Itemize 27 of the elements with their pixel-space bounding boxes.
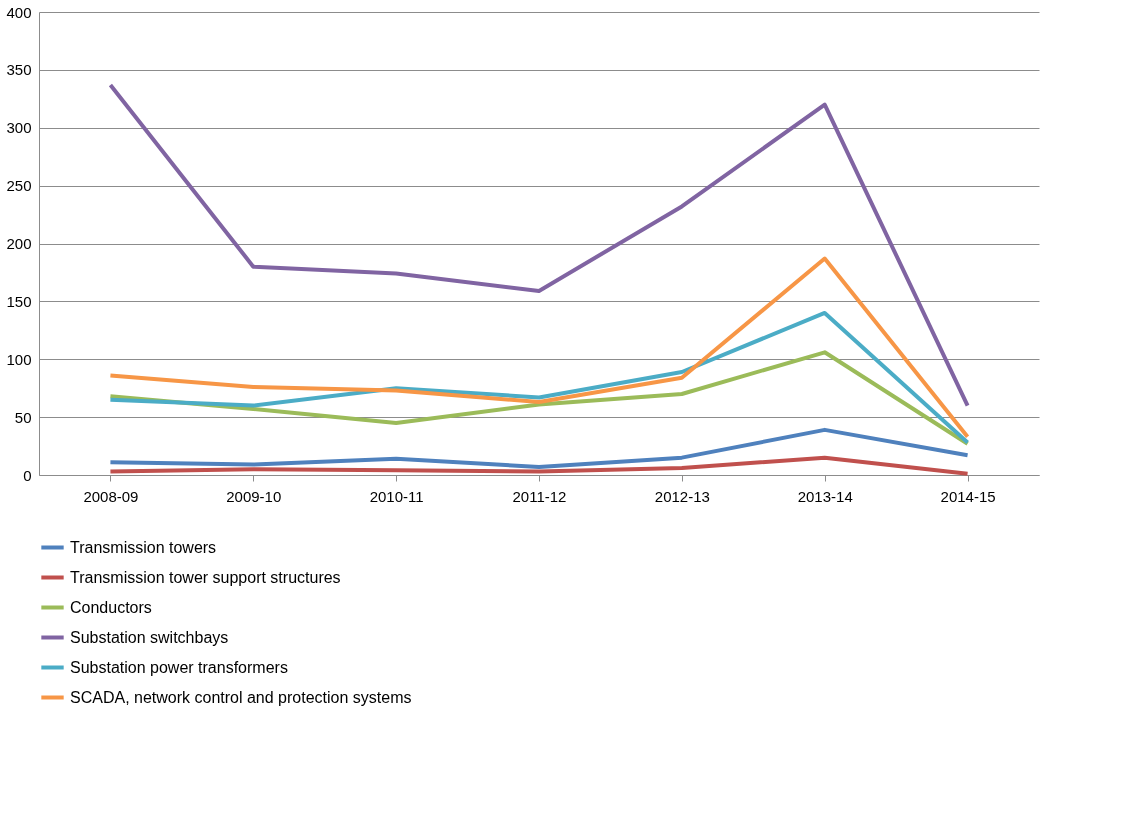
legend-label: Transmission tower support structures <box>70 568 341 586</box>
line-series <box>108 427 970 469</box>
y-tick-label: 0 <box>23 466 32 484</box>
legend-label: Substation switchbays <box>70 628 229 646</box>
line-series <box>108 310 970 445</box>
x-tick-label: 2009-10 <box>226 487 282 505</box>
line-series <box>108 82 970 408</box>
legend-label: Transmission towers <box>70 538 217 556</box>
x-tick-label: 2013-14 <box>797 487 853 505</box>
x-tick-label: 2011-12 <box>512 487 567 505</box>
y-tick-label: 300 <box>6 119 32 137</box>
y-tick-label: 100 <box>6 350 32 368</box>
y-tick-label: 250 <box>6 177 32 195</box>
x-tick-label: 2010-11 <box>369 487 424 505</box>
y-tick-label: 150 <box>6 292 32 310</box>
y-tick-label: 400 <box>6 3 32 21</box>
y-tick-label: 350 <box>6 61 32 79</box>
x-tick-label: 2008-09 <box>83 487 139 505</box>
y-tick-label: 50 <box>14 408 32 426</box>
legend-label: Substation power transformers <box>70 658 288 676</box>
line-series <box>108 455 970 476</box>
y-tick-label: 200 <box>6 235 32 252</box>
x-tick-label: 2012-13 <box>654 487 710 505</box>
x-tick-label: 2014-15 <box>940 487 996 505</box>
legend-label: Conductors <box>70 598 152 616</box>
line-series <box>108 256 970 439</box>
legend-label: SCADA, network control and protection systems <box>70 688 412 706</box>
